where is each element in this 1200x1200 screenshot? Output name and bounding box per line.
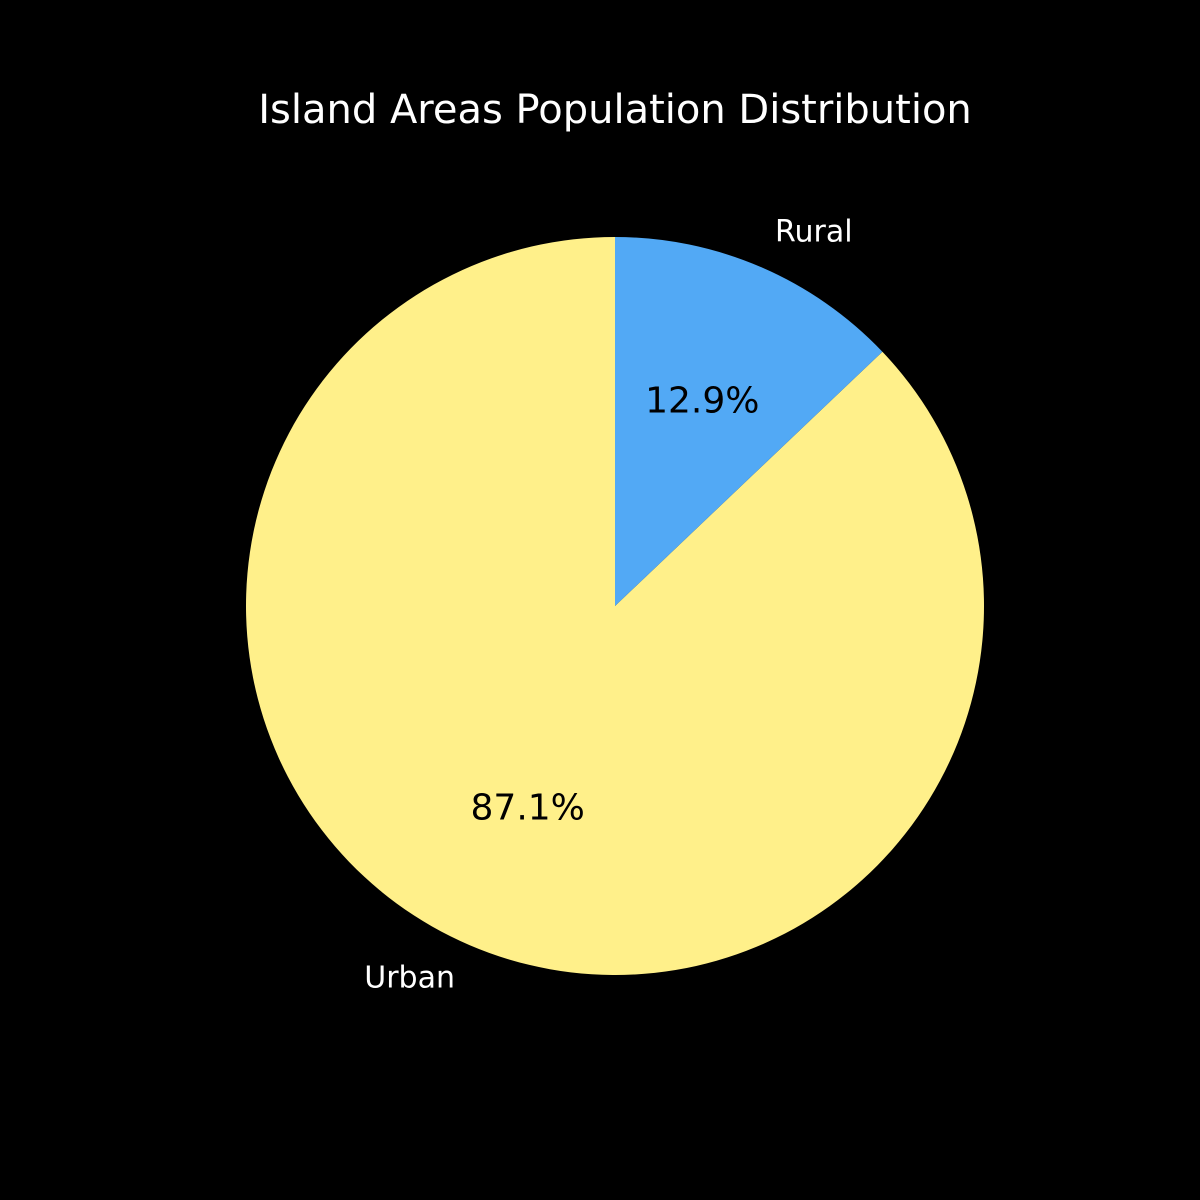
percent-label: 87.1% bbox=[471, 787, 585, 828]
slice-label: Urban bbox=[364, 961, 455, 996]
pie-slice bbox=[246, 237, 985, 975]
chart-title: Island Areas Population Distribution bbox=[258, 87, 972, 133]
slice-label: Rural bbox=[775, 214, 853, 249]
pie-slice bbox=[615, 237, 883, 606]
percent-label: 12.9% bbox=[645, 381, 759, 422]
